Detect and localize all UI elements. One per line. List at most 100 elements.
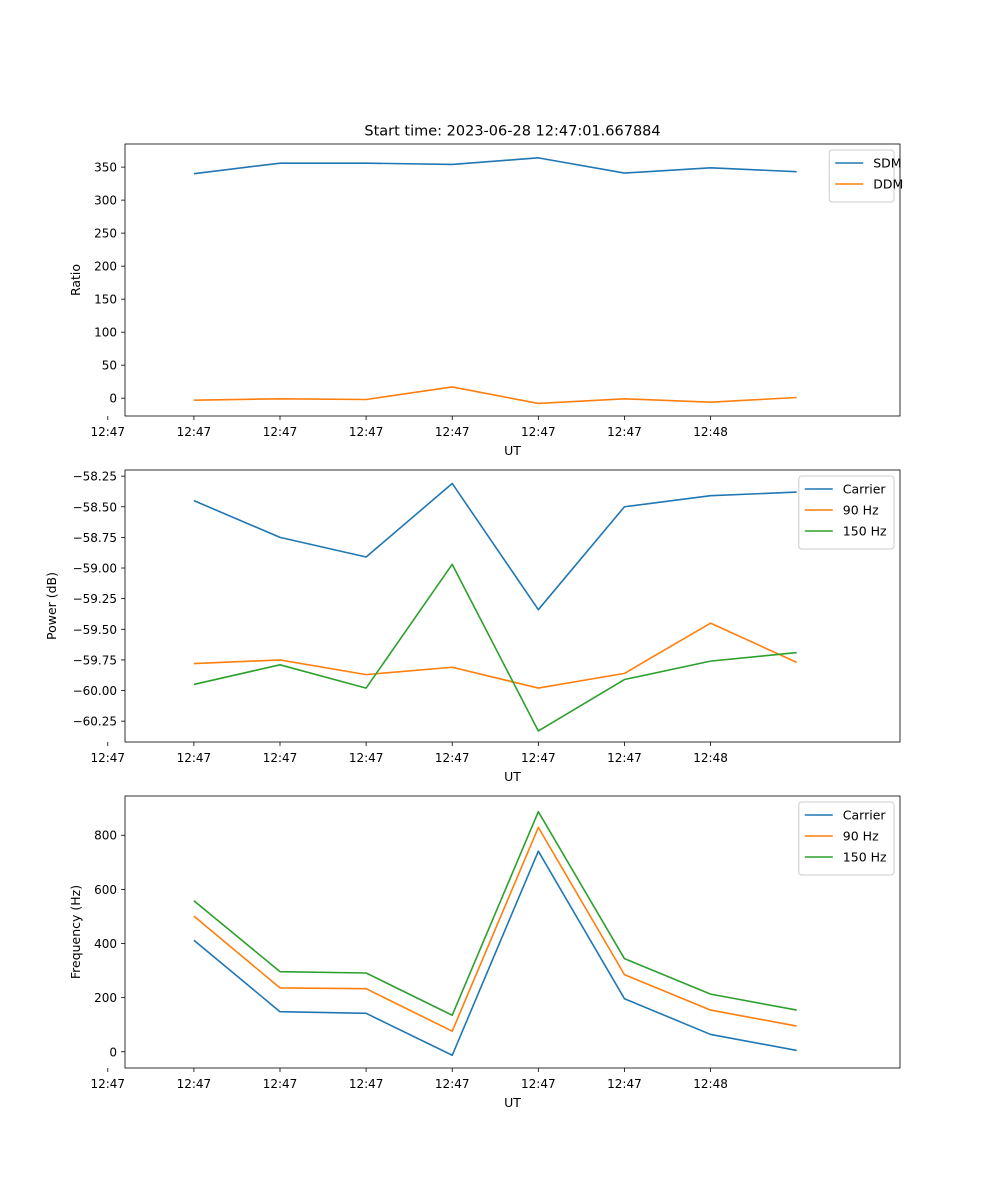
x-tick-label: 12:47	[90, 425, 125, 439]
data-point	[537, 826, 539, 828]
x-tick-label: 12:47	[607, 425, 642, 439]
subplot-power: 12:47 12:47 12:47 12:47 12:47 12:47 12:47 12:48…	[44, 469, 901, 784]
series-line-ddm	[193, 386, 797, 405]
y-tick-label: −59.00	[73, 562, 117, 576]
y-tick-label: 800	[94, 829, 117, 843]
y-tick-label: −59.75	[73, 653, 117, 667]
y-axis-label: Frequency (Hz)	[68, 885, 83, 979]
data-point	[365, 1012, 367, 1014]
y-tick-label: 400	[94, 937, 117, 951]
data-point	[451, 1014, 453, 1016]
data-point	[365, 556, 367, 558]
data-point	[623, 957, 625, 959]
data-point	[795, 396, 797, 398]
data-point	[709, 401, 711, 403]
legend-entry: DDM	[873, 177, 903, 192]
axes-frame	[124, 143, 901, 417]
data-point	[623, 172, 625, 174]
data-point	[537, 810, 539, 812]
data-point	[279, 1011, 281, 1013]
data-point	[193, 399, 195, 401]
series-line-90-hz	[193, 622, 798, 689]
y-tick-label: 300	[94, 194, 117, 208]
x-tick-label: 12:47	[521, 425, 556, 439]
y-axis-label: Ratio	[68, 264, 83, 296]
series-line-carrier	[193, 850, 797, 1057]
y-tick-label: 200	[94, 260, 117, 274]
data-point	[709, 622, 711, 624]
y-tick-label: 200	[94, 991, 117, 1005]
data-point	[193, 683, 195, 685]
data-point	[709, 495, 711, 497]
y-tick-label: 50	[102, 359, 117, 373]
x-tick-label: 12:47	[177, 1077, 212, 1091]
y-tick-label: −58.75	[73, 531, 117, 545]
data-point	[709, 1033, 711, 1035]
data-point	[365, 673, 367, 675]
legend-entry: Carrier	[843, 808, 887, 823]
y-tick-label: 250	[94, 227, 117, 241]
y-tick-label: −59.50	[73, 623, 117, 637]
data-point	[365, 988, 367, 990]
data-point	[193, 173, 195, 175]
data-point	[709, 993, 711, 995]
legend: Carrier 90 Hz 150 Hz	[798, 475, 895, 550]
data-point	[795, 651, 797, 653]
y-axis-label: Power (dB)	[44, 572, 59, 640]
y-tick-label: −59.25	[73, 592, 117, 606]
data-point	[193, 915, 195, 917]
x-tick-label: 12:47	[90, 1077, 125, 1091]
data-point	[193, 499, 195, 501]
legend-entry: 90 Hz	[843, 829, 879, 844]
data-point	[451, 666, 453, 668]
x-axis-label: UT	[504, 443, 521, 458]
data-point	[537, 157, 539, 159]
axes-frame	[124, 795, 901, 1069]
x-tick-label: 12:47	[263, 751, 298, 765]
x-tick-label: 12:48	[693, 1077, 728, 1091]
series-line-carrier	[193, 482, 797, 611]
data-point	[365, 162, 367, 164]
legend-entry: 150 Hz	[843, 524, 887, 539]
x-tick-label: 12:47	[521, 1077, 556, 1091]
x-tick-label: 12:47	[349, 425, 384, 439]
x-tick-label: 12:47	[435, 1077, 470, 1091]
x-axis-label: UT	[504, 769, 521, 784]
data-point	[451, 563, 453, 565]
data-point	[795, 171, 797, 173]
data-point	[279, 987, 281, 989]
data-point	[537, 608, 539, 610]
data-point	[451, 163, 453, 165]
data-point	[795, 661, 797, 663]
data-point	[537, 850, 539, 852]
x-tick-label: 12:48	[693, 751, 728, 765]
y-tick-label: −60.00	[73, 684, 117, 698]
data-point	[279, 162, 281, 164]
data-point	[193, 900, 195, 902]
x-tick-label: 12:47	[435, 751, 470, 765]
data-point	[193, 662, 195, 664]
data-point	[365, 972, 367, 974]
legend: SDM DDM	[828, 149, 903, 203]
y-tick-label: 600	[94, 883, 117, 897]
x-tick-label: 12:47	[177, 751, 212, 765]
data-point	[709, 167, 711, 169]
y-tick-label: −58.50	[73, 500, 117, 514]
x-tick-label: 12:47	[607, 751, 642, 765]
data-point	[279, 536, 281, 538]
data-point	[623, 973, 625, 975]
data-point	[537, 402, 539, 404]
y-tick-label: 0	[109, 392, 117, 406]
series-line-sdm	[193, 157, 797, 175]
x-tick-label: 12:47	[435, 425, 470, 439]
data-point	[279, 664, 281, 666]
subplots-container: 12:47 12:47 12:47 12:47 12:47 12:47 12:47 12:48…	[44, 143, 903, 1110]
x-tick-label: 12:47	[263, 1077, 298, 1091]
legend-entry: 90 Hz	[843, 503, 879, 518]
data-point	[623, 672, 625, 674]
x-tick-label: 12:48	[693, 425, 728, 439]
x-tick-label: 12:47	[607, 1077, 642, 1091]
legend-entry: 150 Hz	[843, 850, 887, 865]
data-point	[451, 482, 453, 484]
x-tick-label: 12:47	[349, 751, 384, 765]
